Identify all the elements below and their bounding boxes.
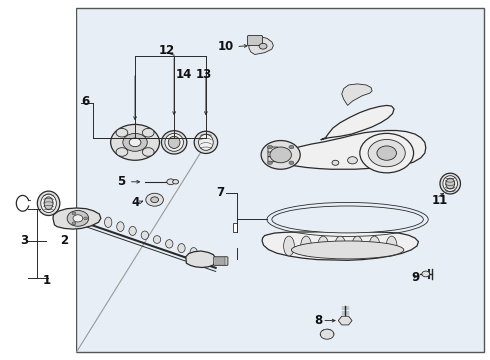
Ellipse shape	[165, 134, 183, 151]
Circle shape	[151, 197, 159, 203]
Ellipse shape	[284, 236, 294, 256]
Circle shape	[142, 148, 154, 156]
Circle shape	[377, 146, 396, 160]
Ellipse shape	[272, 206, 423, 233]
Text: 9: 9	[411, 271, 419, 284]
Ellipse shape	[37, 191, 60, 216]
Polygon shape	[321, 105, 394, 140]
Circle shape	[332, 160, 339, 165]
Ellipse shape	[318, 236, 329, 256]
Polygon shape	[270, 131, 426, 169]
Ellipse shape	[292, 241, 404, 259]
FancyBboxPatch shape	[247, 36, 263, 45]
Circle shape	[67, 211, 89, 226]
Circle shape	[289, 161, 294, 165]
Text: 3: 3	[20, 234, 28, 247]
Ellipse shape	[301, 236, 312, 256]
Circle shape	[261, 140, 300, 169]
Circle shape	[72, 222, 76, 225]
Ellipse shape	[129, 226, 136, 235]
FancyBboxPatch shape	[233, 223, 237, 232]
Ellipse shape	[161, 131, 187, 154]
Circle shape	[289, 145, 294, 149]
Polygon shape	[262, 231, 418, 260]
Polygon shape	[249, 37, 273, 54]
Ellipse shape	[369, 236, 380, 256]
Circle shape	[167, 179, 174, 185]
Circle shape	[320, 329, 334, 339]
Circle shape	[422, 271, 430, 277]
Polygon shape	[338, 316, 352, 325]
Ellipse shape	[104, 217, 112, 228]
FancyBboxPatch shape	[214, 257, 228, 265]
Ellipse shape	[443, 176, 458, 192]
Circle shape	[268, 161, 272, 165]
Circle shape	[84, 217, 88, 220]
Circle shape	[72, 212, 76, 215]
Text: 6: 6	[81, 95, 90, 108]
Ellipse shape	[153, 236, 161, 243]
Circle shape	[142, 129, 154, 137]
Ellipse shape	[352, 236, 363, 256]
Ellipse shape	[194, 131, 218, 153]
Text: 8: 8	[314, 314, 322, 327]
Ellipse shape	[44, 197, 53, 210]
Polygon shape	[186, 251, 216, 267]
Text: 7: 7	[217, 186, 224, 199]
Text: 4: 4	[132, 196, 140, 209]
Ellipse shape	[166, 240, 173, 248]
FancyBboxPatch shape	[0, 1, 76, 359]
Ellipse shape	[198, 134, 213, 150]
Ellipse shape	[141, 231, 148, 239]
Ellipse shape	[446, 178, 455, 189]
Text: 14: 14	[176, 68, 192, 81]
Circle shape	[129, 138, 141, 147]
Circle shape	[360, 134, 414, 173]
Circle shape	[172, 180, 178, 184]
Circle shape	[111, 125, 159, 160]
Ellipse shape	[168, 136, 180, 148]
Circle shape	[259, 43, 267, 49]
Ellipse shape	[41, 194, 56, 213]
Text: 12: 12	[159, 44, 175, 57]
Polygon shape	[342, 84, 372, 105]
Circle shape	[146, 193, 163, 206]
Ellipse shape	[190, 248, 197, 257]
Text: 1: 1	[43, 274, 51, 287]
Text: 11: 11	[432, 194, 448, 207]
Polygon shape	[53, 208, 101, 229]
Circle shape	[73, 215, 83, 222]
Ellipse shape	[335, 236, 345, 256]
Text: 2: 2	[60, 234, 68, 247]
Circle shape	[268, 145, 272, 149]
FancyBboxPatch shape	[268, 152, 278, 157]
Text: 13: 13	[196, 68, 212, 81]
Circle shape	[116, 148, 128, 156]
Text: 5: 5	[117, 175, 125, 188]
Circle shape	[270, 147, 292, 163]
FancyBboxPatch shape	[268, 157, 278, 162]
Circle shape	[368, 139, 405, 167]
FancyBboxPatch shape	[268, 147, 278, 152]
FancyBboxPatch shape	[76, 8, 485, 352]
Ellipse shape	[117, 222, 124, 231]
Ellipse shape	[440, 173, 461, 194]
Text: 10: 10	[218, 40, 234, 53]
Ellipse shape	[178, 244, 185, 253]
Circle shape	[347, 157, 357, 164]
Circle shape	[116, 129, 128, 137]
Circle shape	[123, 134, 147, 151]
Ellipse shape	[386, 236, 397, 256]
